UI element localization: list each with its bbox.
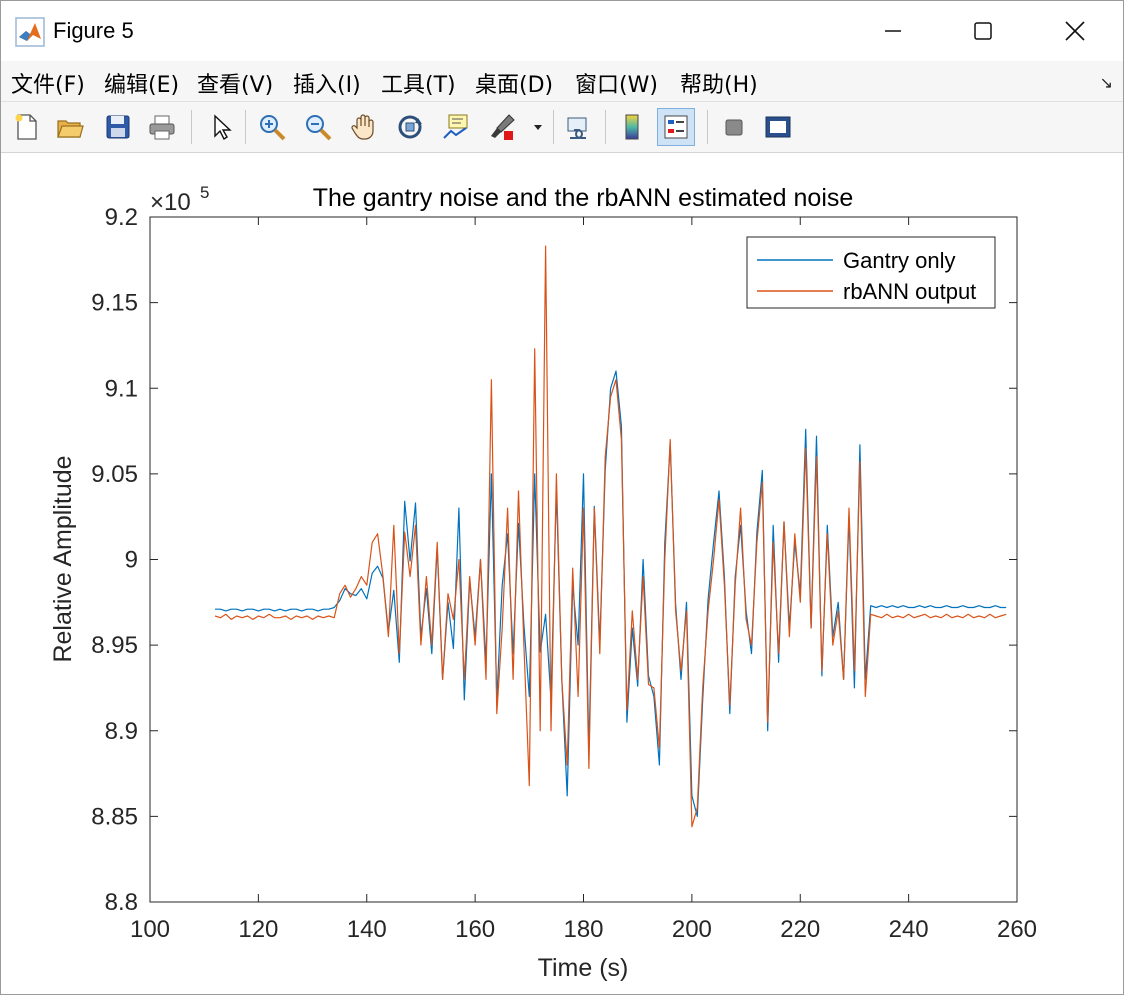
- y-tick-label: 8.8: [105, 889, 138, 916]
- menu-desktop[interactable]: 桌面(D): [475, 73, 554, 98]
- menu-window[interactable]: 窗口(W): [575, 73, 658, 98]
- toolbar-separator: [191, 110, 192, 144]
- toolbar: [1, 102, 1123, 153]
- y-axis-label: Relative Amplitude: [49, 455, 77, 662]
- x-tick-label: 180: [563, 916, 603, 943]
- maximize-button[interactable]: [937, 1, 1029, 61]
- maximize-icon: [974, 22, 992, 40]
- data-tip-icon: [443, 114, 468, 139]
- pan-button[interactable]: [345, 108, 383, 146]
- data-cursor-button[interactable]: [437, 108, 475, 146]
- link-plot-icon: [567, 117, 587, 139]
- link-plot-button[interactable]: [559, 108, 597, 146]
- dock-figure-icon[interactable]: ↘: [1099, 75, 1113, 92]
- x-tick-label: 220: [780, 916, 820, 943]
- zoom-in-icon: [260, 115, 286, 141]
- y-tick-label: 9.1: [105, 375, 138, 402]
- zoom-in-button[interactable]: [253, 108, 291, 146]
- printer-icon: [149, 115, 175, 140]
- brush-icon: [491, 114, 515, 140]
- y-tick-label: 8.9: [105, 718, 138, 745]
- legend-label-rbann: rbANN output: [843, 279, 976, 304]
- menu-help[interactable]: 帮助(H): [680, 73, 758, 98]
- zoom-out-icon: [306, 115, 332, 141]
- save-icon: [106, 115, 130, 139]
- menu-view[interactable]: 查看(V): [197, 73, 274, 98]
- chevron-down-icon: [534, 125, 542, 130]
- pointer-arrow-icon: [214, 114, 232, 141]
- zoom-out-button[interactable]: [299, 108, 337, 146]
- matlab-logo-icon: [15, 17, 45, 47]
- axes-box: [149, 216, 1018, 903]
- close-button[interactable]: [1029, 1, 1121, 61]
- brush-button[interactable]: [483, 108, 521, 146]
- insert-colorbar-button[interactable]: [613, 108, 651, 146]
- new-figure-button[interactable]: [7, 108, 45, 146]
- hide-plot-tools-button[interactable]: [715, 108, 753, 146]
- menu-file[interactable]: 文件(F): [11, 73, 85, 98]
- hand-pan-icon: [351, 114, 374, 140]
- x-tick-label: 140: [347, 916, 387, 943]
- rotate-3d-button[interactable]: [391, 108, 429, 146]
- minimize-button[interactable]: [847, 1, 939, 61]
- open-file-button[interactable]: [51, 108, 89, 146]
- y-tick-label: 9.2: [105, 204, 138, 231]
- toolbar-separator: [707, 110, 708, 144]
- folder-open-icon: [57, 120, 84, 138]
- insert-legend-button[interactable]: [657, 108, 695, 146]
- show-plot-tools-button[interactable]: [759, 108, 797, 146]
- menu-insert[interactable]: 插入(I): [293, 73, 361, 98]
- chart-title: The gantry noise and the rbANN estimated…: [313, 184, 854, 212]
- rotate-3d-icon: [398, 115, 422, 139]
- brush-dropdown-button[interactable]: [529, 108, 547, 146]
- new-file-icon: [15, 114, 37, 140]
- title-bar: Figure 5: [1, 1, 1123, 61]
- show-plot-tools-icon: [765, 116, 791, 138]
- y-tick-label: 9.15: [91, 290, 138, 317]
- y-tick-label: 8.95: [91, 632, 138, 659]
- colorbar-icon: [625, 114, 639, 140]
- hide-plot-tools-icon: [725, 119, 743, 136]
- x-tick-label: 260: [997, 916, 1037, 943]
- y-axis-multiplier: ×10: [150, 189, 191, 216]
- legend-box: [746, 236, 996, 309]
- close-icon: [1065, 21, 1085, 41]
- toolbar-separator: [605, 110, 606, 144]
- y-tick-label: 9.05: [91, 461, 138, 488]
- x-tick-label: 160: [455, 916, 495, 943]
- x-tick-label: 120: [238, 916, 278, 943]
- figure-canvas: 100 120 140 160 180 200 220 240 260 8.8 8.85 8.9 8.9…: [1, 153, 1123, 994]
- menu-edit[interactable]: 编辑(E): [104, 73, 180, 98]
- x-tick-label: 200: [672, 916, 712, 943]
- toolbar-separator: [553, 110, 554, 144]
- axes-background: [150, 217, 1017, 902]
- save-button[interactable]: [99, 108, 137, 146]
- menu-tools[interactable]: 工具(T): [381, 73, 456, 98]
- print-button[interactable]: [143, 108, 181, 146]
- legend-label-gantry: Gantry only: [843, 248, 956, 273]
- edit-plot-button[interactable]: [201, 108, 239, 146]
- legend-icon: [664, 115, 688, 139]
- toolbar-separator: [245, 110, 246, 144]
- line-chart: 100 120 140 160 180 200 220 240 260 8.8 8.85 8.9 8.9…: [49, 183, 1037, 982]
- window-title: Figure 5: [53, 18, 134, 43]
- y-axis-exponent: 5: [200, 183, 209, 202]
- series-line-rbann-output: [214, 245, 1007, 828]
- x-axis-label: Time (s): [538, 954, 629, 982]
- x-tick-label: 100: [130, 916, 170, 943]
- menu-bar: 文件(F) 编辑(E) 查看(V) 插入(I) 工具(T) 桌面(D) 窗口(W…: [1, 61, 1123, 102]
- legend[interactable]: Gantry only rbANN output: [746, 236, 996, 309]
- x-tick-label: 240: [889, 916, 929, 943]
- y-tick-label: 9: [125, 547, 138, 574]
- y-tick-label: 8.85: [91, 803, 138, 830]
- minimize-icon: [885, 30, 901, 32]
